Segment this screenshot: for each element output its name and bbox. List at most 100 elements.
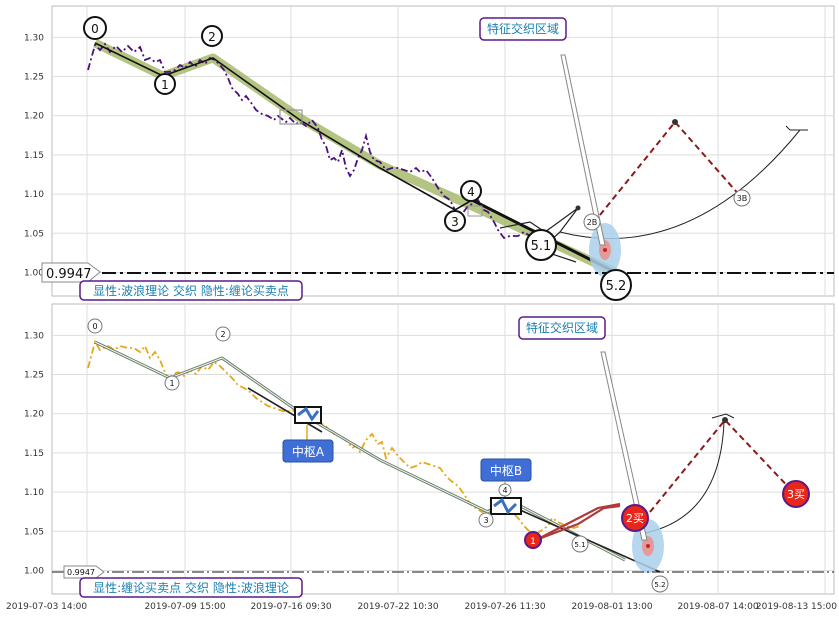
wave-point-2: 2 (215, 326, 231, 342)
wave-point-label: 3 (483, 516, 488, 525)
bottom-x-axis: 2019-07-03 14:00 2019-07-09 15:00 2019-07-… (6, 602, 837, 612)
pivot-b-label: 中枢B (480, 458, 532, 482)
bottom-sub-line (247, 387, 323, 433)
x-tick-label: 2019-08-07 14:00 (677, 602, 758, 612)
bottom-annotation-text: 特征交织区域 (526, 320, 598, 335)
top-bottom-label-text: 显性:波浪理论 交织 隐性:缠论买卖点 (93, 283, 289, 298)
wave-point-5.2: 5.2 (651, 575, 669, 593)
wave-point-label: 0 (92, 322, 97, 331)
y-tick-label: 1.25 (24, 73, 44, 83)
x-tick-label: 2019-07-26 11:30 (464, 602, 545, 612)
pivot-b-label-text: 中枢B (490, 463, 522, 478)
buy-point-1-label: 1 (530, 537, 536, 547)
wave-point-label: 4 (502, 486, 507, 495)
y-tick-label: 1.30 (24, 33, 44, 43)
top-mini-2b: 2B (583, 213, 601, 231)
y-tick-label: 1.20 (24, 112, 44, 122)
y-tick-label: 1.15 (24, 449, 44, 459)
top-mini-3b: 3B (733, 189, 751, 207)
bottom-hline-label: 0.9947 (67, 568, 95, 577)
top-plot-area (51, 5, 835, 297)
top-arrow (560, 54, 606, 246)
wave-point-5.1: 5.1 (571, 535, 589, 553)
bottom-y-axis: 1.00 1.05 1.10 1.15 1.20 1.25 1.30 (24, 331, 44, 576)
wave-point-3: 3 (444, 210, 466, 232)
top-pivot-box (279, 109, 303, 125)
y-tick-label: 1.25 (24, 371, 44, 381)
top-annotation-box: 特征交织区域 (479, 17, 567, 41)
top-arc-end (785, 125, 808, 131)
buy-point-3-label: 3买 (787, 488, 805, 501)
y-tick-label: 1.30 (24, 331, 44, 341)
bottom-panel: 1.00 1.05 1.10 1.15 1.20 1.25 1.30 2019-07-03 … (6, 303, 837, 612)
y-tick-label: 1.10 (24, 190, 44, 200)
x-tick-label: 2019-07-22 10:30 (357, 602, 438, 612)
wave-point-label: 4 (467, 185, 475, 199)
y-tick-label: 1.05 (24, 229, 44, 239)
buy-point-2-label: 2买 (626, 512, 644, 525)
pivot-b-marker (493, 497, 518, 515)
y-tick-label: 1.00 (24, 566, 44, 576)
x-tick-label: 2019-07-16 09:30 (250, 602, 331, 612)
y-tick-label: 1.15 (24, 151, 44, 161)
wave-point-1: 1 (154, 73, 176, 95)
pivot-a-label: 中枢A (282, 439, 334, 463)
y-tick-label: 1.05 (24, 527, 44, 537)
bottom-annotation-box: 特征交织区域 (518, 316, 606, 340)
top-y-axis: 1.00 1.05 1.10 1.15 1.20 1.25 1.30 (24, 33, 44, 278)
bottom-hline-tag: 0.9947 (63, 565, 105, 579)
y-tick-label: 1.00 (24, 268, 44, 278)
bottom-buy-arrow-2 (535, 502, 621, 541)
wave-point-4: 4 (498, 483, 512, 497)
wave-point-label: 5.2 (654, 581, 665, 589)
y-tick-label: 1.20 (24, 410, 44, 420)
top-projection-point-2 (575, 205, 581, 211)
top-projection-point (672, 119, 678, 125)
top-price-line (87, 42, 531, 240)
wave-point-2: 2 (201, 25, 223, 47)
y-tick-label: 1.10 (24, 488, 44, 498)
wave-point-label: 1 (161, 78, 169, 92)
top-bottom-label: 显性:波浪理论 交织 隐性:缠论买卖点 (79, 280, 303, 301)
bottom-plot-area (51, 303, 835, 595)
top-mini-2b-label: 2B (587, 218, 598, 227)
wave-point-label: 5.2 (606, 279, 627, 294)
x-tick-label: 2019-07-09 15:00 (144, 602, 225, 612)
bottom-arc-end (711, 413, 735, 419)
buy-point-2: 2买 (621, 504, 649, 532)
top-panel: 1.00 1.05 1.10 1.15 1.20 1.25 1.30 0.9947 (24, 5, 835, 301)
bottom-buy-arrow (535, 504, 621, 542)
pivot-a-label-text: 中枢A (292, 444, 325, 459)
wave-point-5.2: 5.2 (600, 269, 632, 301)
wave-point-label: 1 (169, 379, 174, 388)
wave-point-0: 0 (87, 318, 103, 334)
top-target-dot (603, 248, 607, 252)
top-pivot-box-2 (467, 205, 483, 217)
x-tick-label: 2019-08-13 15:00 (756, 602, 837, 612)
top-grid (52, 6, 834, 296)
top-mini-3b-label: 3B (737, 194, 748, 203)
x-tick-label: 2019-08-01 13:00 (571, 602, 652, 612)
bottom-bottom-label: 显性:缠论买卖点 交织 隐性:波浪理论 (79, 577, 303, 598)
top-hline-tag: 0.9947 (41, 262, 101, 283)
wave-point-5.1: 5.1 (525, 229, 557, 261)
wave-point-label: 3 (451, 215, 459, 229)
buy-point-3: 3买 (782, 480, 810, 508)
top-wave-labels: 0 1 2 3 4 5.1 5.2 (83, 16, 632, 301)
buy-point-1: 1 (524, 531, 542, 549)
wave-point-1: 1 (164, 375, 180, 391)
bottom-arrow (600, 351, 648, 541)
bottom-projection-point (722, 417, 728, 423)
top-hline-label: 0.9947 (46, 267, 92, 282)
bottom-bottom-label-text: 显性:缠论买卖点 交织 隐性:波浪理论 (93, 580, 289, 595)
wave-point-0: 0 (83, 16, 107, 40)
wave-point-label: 2 (220, 330, 225, 339)
wave-point-label: 0 (91, 22, 99, 36)
bottom-target-dot (646, 544, 650, 548)
top-annotation-text: 特征交织区域 (487, 21, 559, 36)
wave-point-label: 5.1 (574, 541, 585, 549)
pivot-a-marker (297, 406, 320, 422)
wave-point-label: 2 (208, 30, 216, 44)
wave-point-4: 4 (460, 180, 482, 202)
